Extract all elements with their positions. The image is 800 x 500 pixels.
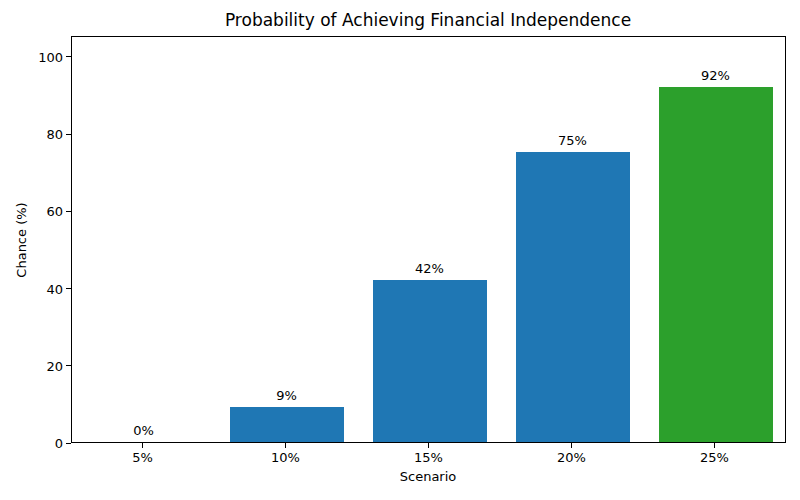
bar-value-label: 9% xyxy=(276,388,297,403)
x-axis-label: Scenario xyxy=(400,469,457,484)
x-tick-label: 5% xyxy=(132,450,153,465)
y-tick-mark xyxy=(66,211,71,212)
y-tick-mark xyxy=(66,365,71,366)
y-tick-label: 20 xyxy=(0,358,63,373)
x-tick-mark xyxy=(571,443,572,448)
x-tick-label: 15% xyxy=(414,450,443,465)
bar xyxy=(516,152,630,442)
y-tick-label: 40 xyxy=(0,281,63,296)
y-tick-mark xyxy=(66,288,71,289)
bar-value-label: 75% xyxy=(558,133,587,148)
bar-value-label: 42% xyxy=(415,261,444,276)
x-tick-mark xyxy=(714,443,715,448)
x-tick-label: 10% xyxy=(271,450,300,465)
x-tick-mark xyxy=(285,443,286,448)
y-tick-label: 80 xyxy=(0,127,63,142)
y-tick-mark xyxy=(66,56,71,57)
y-tick-mark xyxy=(66,443,71,444)
y-tick-mark xyxy=(66,134,71,135)
y-tick-label: 100 xyxy=(0,49,63,64)
y-tick-label: 60 xyxy=(0,204,63,219)
x-tick-label: 20% xyxy=(557,450,586,465)
bar-value-label: 0% xyxy=(133,423,154,438)
figure: Probability of Achieving Financial Indep… xyxy=(0,0,800,500)
x-tick-mark xyxy=(428,443,429,448)
chart-title: Probability of Achieving Financial Indep… xyxy=(225,10,631,30)
x-tick-mark xyxy=(142,443,143,448)
bar xyxy=(373,280,487,442)
y-tick-label: 0 xyxy=(0,436,63,451)
plot-area: 0% 9% 42% 75% 92% xyxy=(71,36,786,443)
bar xyxy=(230,407,344,442)
x-tick-label: 25% xyxy=(700,450,729,465)
bar xyxy=(659,87,773,442)
bar-value-label: 92% xyxy=(701,68,730,83)
